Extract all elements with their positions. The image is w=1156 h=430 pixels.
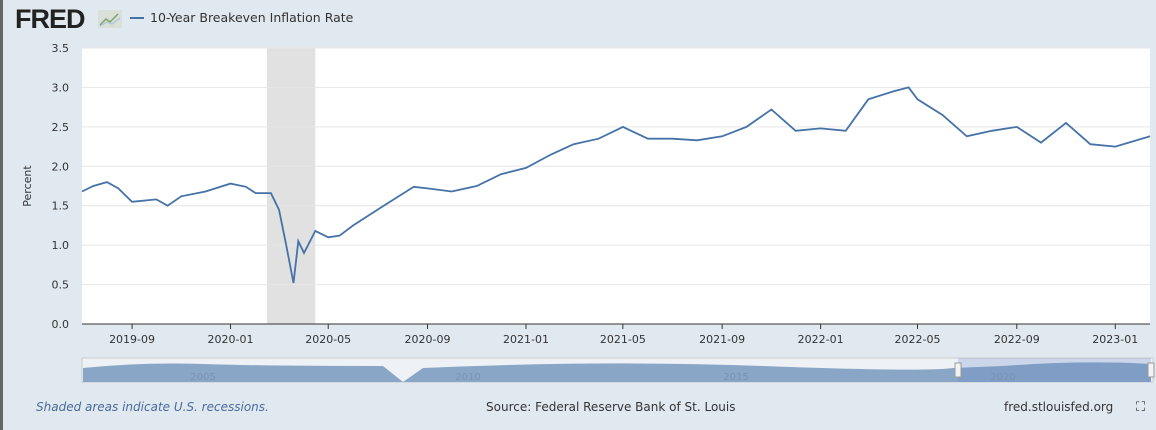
site-link[interactable]: fred.stlouisfed.org: [1004, 400, 1114, 414]
y-tick-label: 0.5: [52, 279, 70, 292]
x-tick-label: 2020-05: [305, 333, 351, 346]
legend-swatch: [130, 16, 144, 19]
x-tick-label: 2021-05: [600, 333, 646, 346]
navigator-year-label: 2010: [455, 372, 480, 383]
fullscreen-icon[interactable]: ⛶: [1136, 400, 1146, 415]
x-tick-label: 2020-09: [405, 333, 451, 346]
recession-shade: [266, 48, 316, 324]
x-tick-label: 2022-09: [994, 333, 1040, 346]
y-tick-label: 3.0: [52, 81, 70, 94]
fred-logo[interactable]: FRED: [15, 4, 85, 34]
x-tick-label: 2022-05: [895, 333, 941, 346]
navigator-year-label: 2015: [723, 372, 748, 383]
x-tick-label: 2021-09: [699, 333, 745, 346]
x-tick-label: 2019-09: [109, 333, 155, 346]
x-tick-label: 2023-01: [1092, 333, 1138, 346]
y-tick-label: 2.0: [52, 160, 70, 173]
navigator-year-label: 2005: [190, 372, 215, 383]
y-axis-label: Percent: [21, 165, 34, 207]
y-tick-label: 1.5: [52, 200, 70, 213]
legend-item[interactable]: 10-Year Breakeven Inflation Rate: [130, 10, 353, 25]
legend-label: 10-Year Breakeven Inflation Rate: [150, 10, 354, 25]
navigator-selection: [958, 358, 1151, 382]
line-chart: 0.0 0.5 1.0 1.5 2.0 2.5 3.0 3.5 2019-09 2020-01 20…: [21, 42, 1155, 383]
x-tick-label: 2022-01: [798, 333, 844, 346]
recession-note: Shaded areas indicate U.S. recessions.: [36, 400, 269, 414]
plot-area: [82, 48, 1150, 324]
navigator-handle[interactable]: [1147, 362, 1155, 378]
y-tick-label: 3.5: [52, 42, 70, 55]
y-tick-label: 2.5: [52, 121, 70, 134]
x-tick-label: 2021-01: [503, 333, 549, 346]
navigator-year-label: 2020: [990, 372, 1015, 383]
source-text: Source: Federal Reserve Bank of St. Loui…: [486, 400, 736, 414]
chart-logo-icon: [98, 10, 122, 28]
navigator-handle[interactable]: [954, 362, 962, 378]
navigator-series: [83, 362, 1151, 382]
x-tick-label: 2020-01: [208, 333, 254, 346]
y-tick-label: 0.0: [52, 318, 70, 331]
series-line: [81, 86, 1151, 284]
y-tick-label: 1.0: [52, 239, 70, 252]
